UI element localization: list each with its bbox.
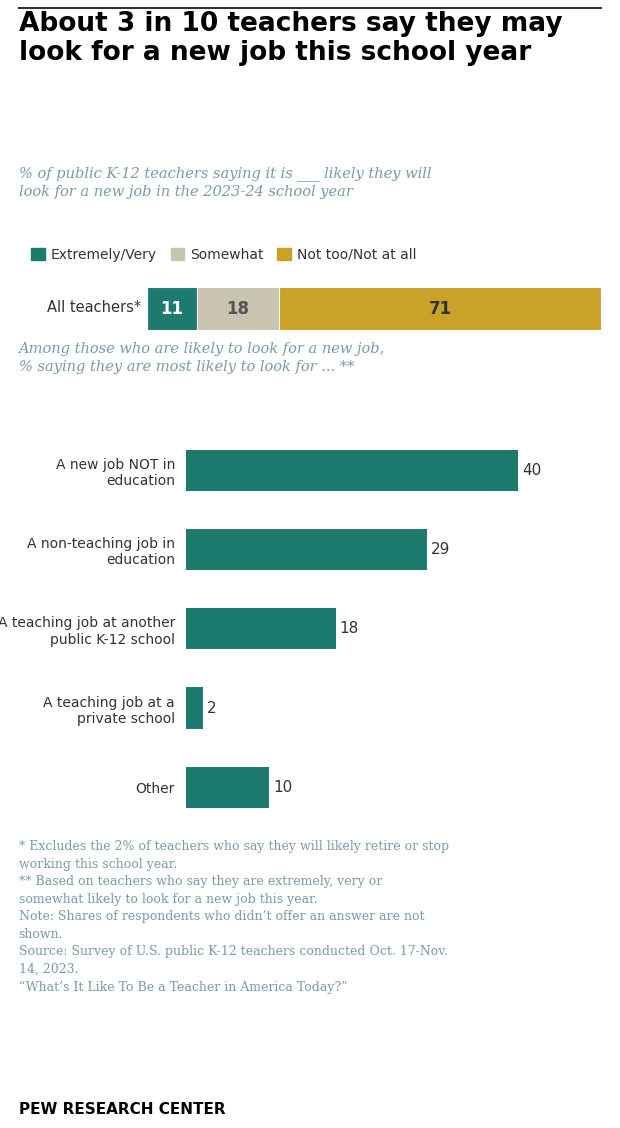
Text: About 3 in 10 teachers say they may
look for a new job this school year: About 3 in 10 teachers say they may look…	[19, 11, 562, 67]
Text: All teachers*: All teachers*	[46, 300, 141, 315]
FancyBboxPatch shape	[147, 288, 197, 331]
Text: 11: 11	[161, 300, 184, 318]
Bar	[186, 687, 203, 729]
FancyBboxPatch shape	[197, 288, 278, 331]
Text: * Excludes the 2% of teachers who say they will likely retire or stop
working th: * Excludes the 2% of teachers who say th…	[19, 840, 449, 994]
Text: PEW RESEARCH CENTER: PEW RESEARCH CENTER	[19, 1102, 225, 1117]
Text: 2: 2	[207, 700, 216, 715]
FancyBboxPatch shape	[278, 288, 601, 331]
Text: Among those who are likely to look for a new job,
% saying they are most likely : Among those who are likely to look for a…	[19, 342, 385, 373]
Text: 18: 18	[340, 622, 359, 636]
Text: 71: 71	[428, 300, 451, 318]
Bar	[186, 608, 335, 650]
Text: 40: 40	[523, 462, 542, 478]
Bar	[186, 450, 518, 491]
Text: 18: 18	[226, 300, 249, 318]
Text: % of public K-12 teachers saying it is ___ likely they will
look for a new job i: % of public K-12 teachers saying it is _…	[19, 166, 431, 199]
Legend: Extremely/Very, Somewhat, Not too/Not at all: Extremely/Very, Somewhat, Not too/Not at…	[25, 243, 422, 267]
Bar	[186, 529, 427, 571]
Bar	[186, 767, 269, 808]
Text: 29: 29	[431, 543, 451, 557]
Text: 10: 10	[273, 779, 293, 795]
